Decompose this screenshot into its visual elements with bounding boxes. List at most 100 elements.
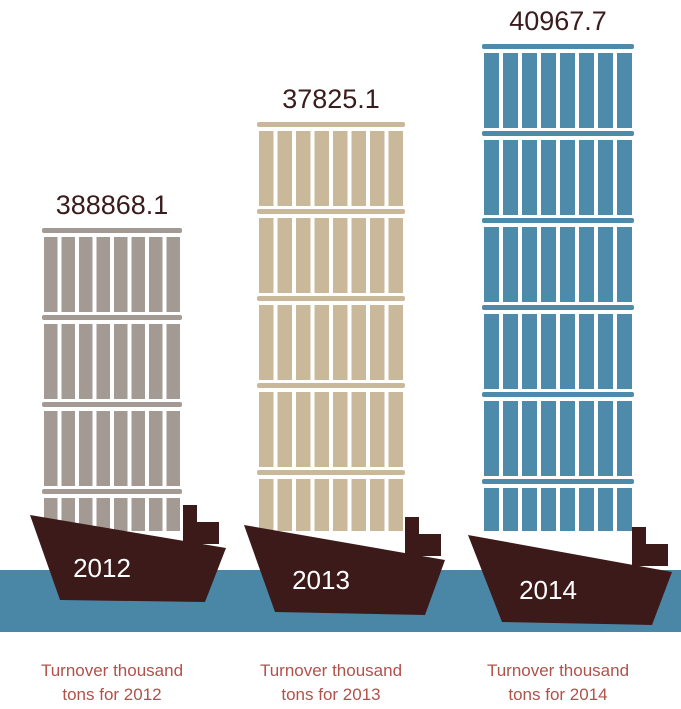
container-slat [522, 314, 537, 389]
container-slat [351, 479, 366, 531]
container-slat [388, 305, 403, 380]
container-slat [522, 53, 537, 128]
container-slat [598, 488, 613, 531]
caption: tons for 2014 [508, 685, 607, 704]
container-slat [503, 227, 518, 302]
value-label: 388868.1 [56, 190, 169, 220]
container-slat [131, 411, 145, 486]
container-slat [560, 488, 575, 531]
container-slat [314, 218, 329, 293]
container-slat [541, 53, 556, 128]
container-slat [61, 324, 75, 399]
container-slat [617, 53, 632, 128]
container-slat [617, 314, 632, 389]
container-slat [333, 392, 348, 467]
caption: tons for 2013 [281, 685, 380, 704]
year-label: 2013 [292, 565, 350, 595]
container-slat [579, 227, 594, 302]
container-slat [259, 479, 274, 531]
container-slat [149, 324, 163, 399]
ship-hull [30, 515, 226, 602]
container-slat [484, 401, 499, 476]
container-slat [560, 401, 575, 476]
container-slat [541, 314, 556, 389]
container-slat [522, 227, 537, 302]
container-slat [484, 53, 499, 128]
container-slat [541, 140, 556, 215]
container-slat [79, 324, 93, 399]
container-slat [333, 131, 348, 206]
container-slat [333, 305, 348, 380]
container-slat [503, 401, 518, 476]
container-slat [598, 314, 613, 389]
container-slat [131, 324, 145, 399]
container-slat [484, 140, 499, 215]
container-slat [314, 479, 329, 531]
container-slat [484, 314, 499, 389]
container-slat [296, 479, 311, 531]
container-slat [296, 305, 311, 380]
ship-cabin [405, 517, 419, 535]
container-slat [166, 324, 180, 399]
container-slat [314, 131, 329, 206]
container-slat [149, 498, 163, 531]
container-slat [351, 218, 366, 293]
container-slat [131, 498, 145, 531]
container-slat [79, 411, 93, 486]
container-slat [541, 227, 556, 302]
year-label: 2012 [73, 553, 131, 583]
container-bar [482, 218, 634, 223]
container-slat [259, 131, 274, 206]
container-slat [96, 237, 110, 312]
year-label: 2014 [519, 575, 577, 605]
container-slat [370, 479, 385, 531]
container-bar [482, 305, 634, 310]
container-slat [598, 401, 613, 476]
container-slat [598, 53, 613, 128]
container-slat [114, 411, 128, 486]
container-slat [370, 218, 385, 293]
container-bar [42, 315, 182, 320]
container-bar [482, 131, 634, 136]
container-slat [44, 411, 58, 486]
container-slat [560, 227, 575, 302]
container-slat [61, 237, 75, 312]
container-slat [114, 498, 128, 531]
container-slat [579, 488, 594, 531]
container-slat [541, 488, 556, 531]
container-slat [79, 498, 93, 531]
container-slat [96, 498, 110, 531]
container-slat [598, 227, 613, 302]
container-slat [560, 140, 575, 215]
container-bar [42, 228, 182, 233]
ship-hull [244, 525, 445, 615]
container-slat [149, 237, 163, 312]
container-bar [257, 122, 405, 127]
container-slat [259, 392, 274, 467]
value-label: 40967.7 [509, 6, 607, 36]
container-slat [314, 392, 329, 467]
container-slat [541, 401, 556, 476]
container-slat [96, 324, 110, 399]
container-bar [42, 489, 182, 494]
caption: tons for 2012 [62, 685, 161, 704]
container-slat [579, 53, 594, 128]
caption: Turnover thousand [487, 661, 629, 680]
ship-cabin [183, 522, 219, 544]
container-slat [166, 237, 180, 312]
container-bar [42, 402, 182, 407]
container-slat [296, 131, 311, 206]
container-slat [503, 140, 518, 215]
container-slat [598, 140, 613, 215]
container-slat [277, 131, 292, 206]
container-slat [259, 218, 274, 293]
container-slat [114, 324, 128, 399]
container-slat [388, 218, 403, 293]
container-slat [617, 401, 632, 476]
container-slat [96, 411, 110, 486]
container-slat [617, 488, 632, 531]
container-slat [351, 392, 366, 467]
container-slat [131, 237, 145, 312]
container-slat [484, 488, 499, 531]
